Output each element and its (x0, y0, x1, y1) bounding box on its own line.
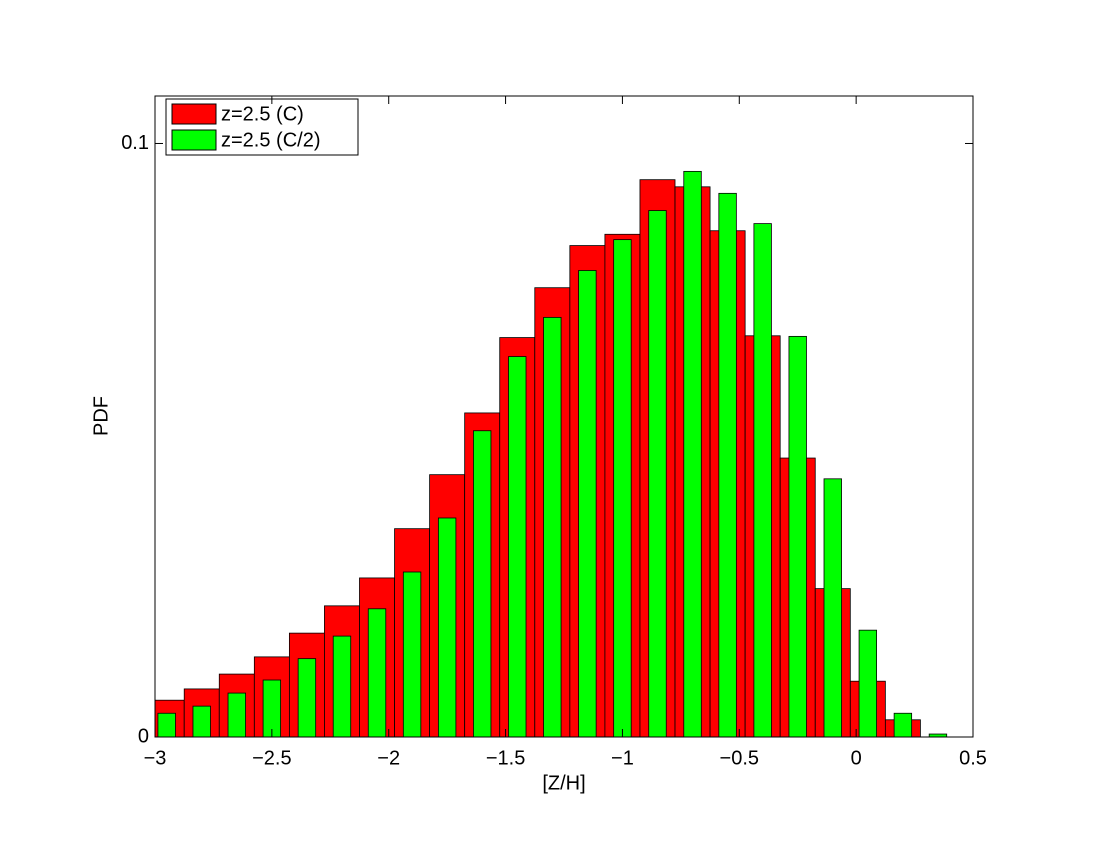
bar (262, 679, 282, 737)
legend-label: z=2.5 (C/2) (221, 129, 320, 151)
x-tick-label: −2 (377, 747, 400, 769)
bar (578, 270, 597, 737)
legend-label: z=2.5 (C) (221, 103, 304, 125)
bar (753, 223, 772, 737)
axes-box (154, 95, 974, 738)
y-tick-label: 0 (138, 725, 149, 747)
x-tick-label: −1.5 (486, 747, 525, 769)
bar (402, 571, 422, 737)
x-tick-label: −3 (144, 747, 167, 769)
x-tick-label: −2.5 (252, 747, 291, 769)
bar (332, 635, 352, 737)
bar (473, 430, 492, 737)
plot-area (155, 170, 948, 737)
x-axis-label: [Z/H] (542, 772, 585, 794)
x-tick-label: −0.5 (720, 747, 759, 769)
bar (157, 712, 176, 737)
bar (858, 629, 877, 737)
legend: z=2.5 (C) z=2.5 (C/2) (165, 98, 359, 156)
bar (192, 705, 211, 737)
bar (648, 210, 667, 737)
bar (928, 733, 948, 737)
bar (718, 192, 737, 737)
bar (227, 692, 246, 737)
x-tick-label: −1 (611, 747, 634, 769)
bar (543, 316, 562, 737)
legend-swatch (171, 129, 217, 151)
y-axis-label: PDF (90, 396, 112, 436)
legend-swatch (171, 103, 217, 125)
bar (613, 239, 632, 737)
y-tick-label: 0.1 (121, 132, 149, 154)
bar (893, 712, 913, 737)
bar (367, 608, 387, 737)
bar (297, 658, 317, 737)
bar (823, 478, 842, 737)
bar (683, 170, 702, 737)
bar (437, 517, 457, 737)
bar (508, 356, 527, 737)
x-tick-label: 0 (851, 747, 862, 769)
x-tick-label: 0.5 (959, 747, 987, 769)
bar (788, 335, 807, 737)
